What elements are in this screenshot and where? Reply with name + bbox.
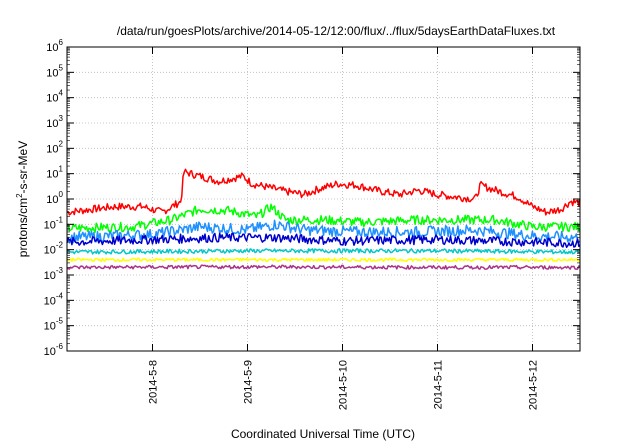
axis-ticks: 10-6 10-5 10-4 10-3 10-2 10-1 100 101 102 103 104 1…	[44, 38, 580, 410]
y-tick-label: 104	[46, 89, 63, 105]
y-tick-label: 10-4	[44, 291, 64, 307]
series-line-7	[66, 264, 581, 270]
series-line-2	[66, 203, 581, 233]
x-tick-label: 2014-5-12	[528, 360, 540, 410]
series-line-3	[66, 219, 581, 244]
y-tick-label: 10-1	[44, 215, 64, 231]
y-tick-label: 102	[46, 139, 63, 155]
y-tick-label: 10-2	[44, 241, 64, 257]
y-tick-label: 105	[46, 63, 63, 79]
series-line-5	[66, 248, 581, 255]
series-lines	[66, 168, 581, 270]
grid	[67, 47, 580, 351]
y-tick-label: 101	[46, 165, 63, 181]
chart-title: /data/run/goesPlots/archive/2014-05-12/1…	[117, 24, 556, 38]
x-tick-label: 2014-5-10	[338, 360, 350, 410]
y-tick-label: 10-5	[44, 317, 64, 333]
y-axis-label: protons/cm2-s-sr-MeV	[15, 141, 30, 257]
x-tick-label: 2014-5-9	[243, 360, 255, 404]
x-tick-label: 2014-5-8	[148, 360, 160, 404]
plot-frame	[66, 46, 581, 352]
series-line-1	[66, 168, 581, 216]
y-tick-label: 10-3	[44, 266, 64, 282]
y-tick-label: 10-6	[44, 342, 64, 358]
series-line-4	[66, 232, 581, 249]
series-line-6	[66, 257, 581, 263]
y-tick-label: 106	[46, 38, 63, 54]
x-tick-label: 2014-5-11	[433, 360, 445, 409]
y-tick-label: 100	[46, 190, 63, 206]
y-tick-label: 103	[46, 114, 63, 130]
x-axis-label: Coordinated Universal Time (UTC)	[231, 427, 415, 441]
